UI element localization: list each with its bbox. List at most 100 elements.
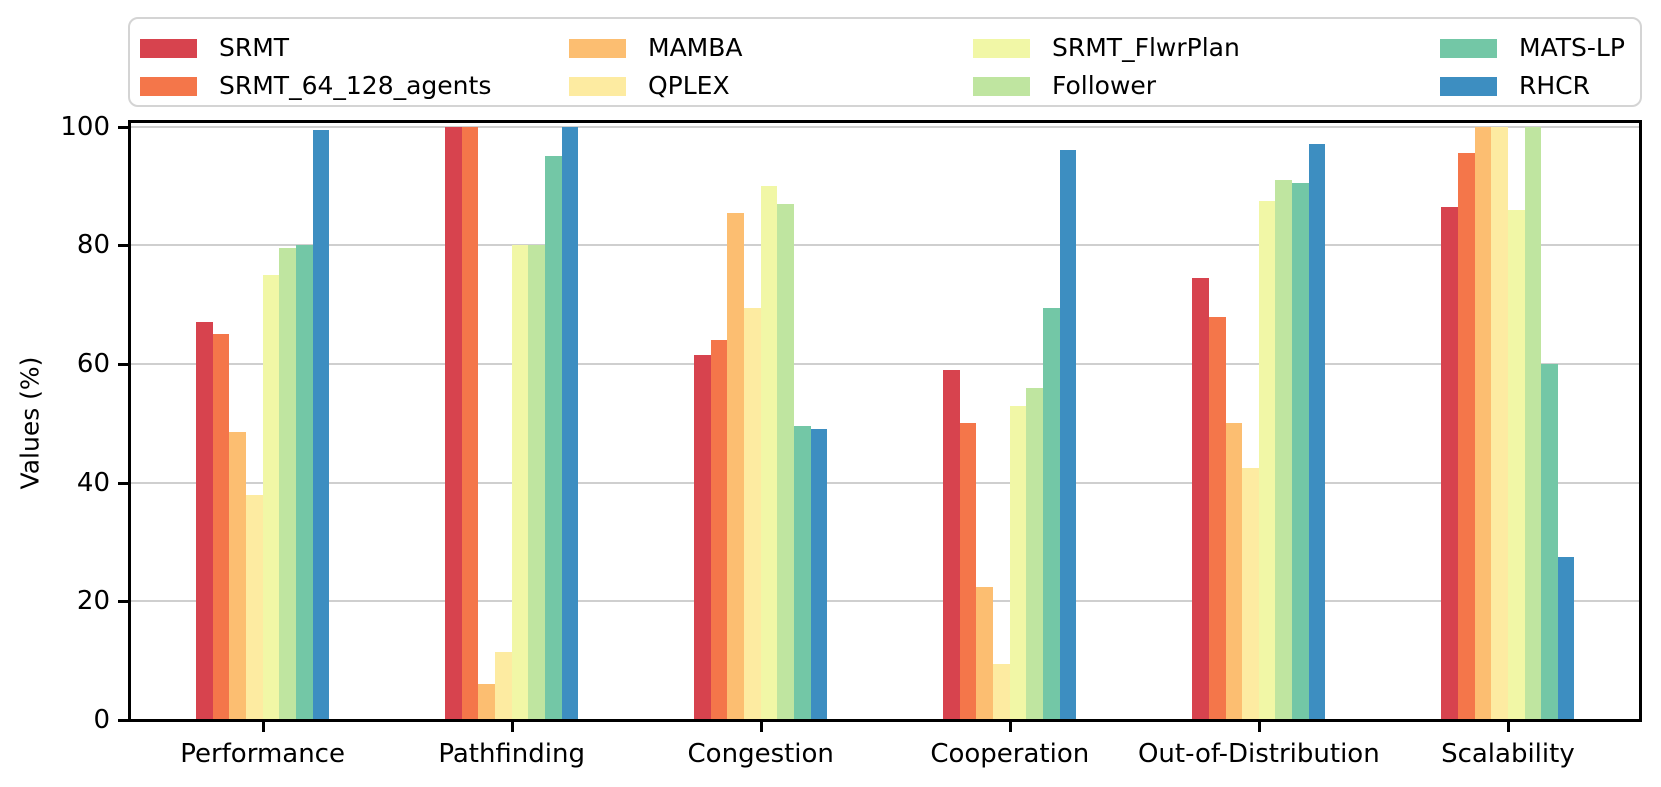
y-tick-mark-80 — [118, 244, 128, 248]
legend-label: SRMT — [219, 33, 290, 62]
bar-MATS-LP-Cooperation — [1043, 307, 1060, 720]
legend-swatch — [973, 76, 1030, 96]
bar-MAMBA-Out-of-Distribution — [1225, 423, 1243, 720]
bar-SRMT_FlwrPlan-Scalability — [1507, 209, 1525, 720]
x-tick-label-Out-of-Distribution: Out-of-Distribution — [1137, 739, 1380, 769]
legend-label: MATS-LP — [1519, 33, 1625, 62]
y-tick-label: 0 — [93, 705, 110, 735]
bar-SRMT_64_128_agents-Cooperation — [959, 423, 977, 720]
legend-swatch — [140, 38, 197, 58]
bar-MAMBA-Cooperation — [976, 586, 994, 720]
spine-bottom — [128, 719, 1642, 722]
legend-label: RHCR — [1519, 71, 1590, 100]
legend-item-Follower: Follower — [973, 72, 1156, 100]
bar-RHCR-Cooperation — [1059, 150, 1077, 720]
x-tick-mark — [759, 722, 763, 732]
legend-swatch — [1440, 76, 1497, 96]
legend-item-QPLEX: QPLEX — [569, 72, 730, 100]
bar-MAMBA-Performance — [229, 432, 246, 720]
gridline-40 — [131, 481, 1639, 484]
bar-MATS-LP-Out-of-Distribution — [1292, 183, 1309, 720]
legend-label: Follower — [1052, 71, 1157, 100]
y-tick-mark-60 — [118, 363, 128, 366]
gridline-100 — [131, 125, 1639, 128]
bar-SRMT_64_128_agents-Performance — [212, 334, 230, 720]
y-tick-label: 80 — [76, 230, 110, 261]
spine-top — [128, 120, 1642, 123]
bar-SRMT_64_128_agents-Scalability — [1457, 153, 1475, 720]
bar-SRMT_64_128_agents-Out-of-Distribution — [1208, 316, 1226, 720]
bar-RHCR-Performance — [312, 129, 330, 720]
bar-MATS-LP-Pathfinding — [544, 156, 562, 720]
plot-area — [128, 120, 1642, 722]
x-tick-label-Pathfinding: Pathfinding — [438, 739, 585, 769]
legend-label: SRMT_FlwrPlan — [1052, 33, 1240, 62]
legend-item-RHCR: RHCR — [1440, 72, 1590, 100]
bar-MAMBA-Congestion — [727, 212, 745, 720]
bar-Follower-Scalability — [1524, 126, 1542, 720]
bar-SRMT-Congestion — [694, 355, 711, 720]
bar-QPLEX-Performance — [245, 494, 263, 720]
legend-label: MAMBA — [648, 33, 743, 62]
x-tick-label-Scalability: Scalability — [1441, 739, 1575, 769]
bar-MATS-LP-Congestion — [794, 426, 811, 720]
bar-SRMT-Performance — [196, 322, 213, 720]
spine-right — [1639, 120, 1642, 722]
bar-SRMT-Pathfinding — [445, 126, 462, 720]
legend-item-MATS-LP: MATS-LP — [1440, 34, 1625, 62]
bar-QPLEX-Pathfinding — [495, 651, 512, 720]
legend-label: SRMT_64_128_agents — [219, 71, 492, 100]
bar-MAMBA-Pathfinding — [478, 684, 495, 720]
bar-QPLEX-Cooperation — [993, 663, 1010, 720]
legend-swatch — [1440, 38, 1497, 58]
gridline-60 — [131, 363, 1639, 365]
y-tick-label: 40 — [76, 467, 110, 498]
bar-Follower-Out-of-Distribution — [1275, 180, 1293, 720]
bar-RHCR-Congestion — [810, 429, 828, 720]
spine-left — [128, 120, 131, 722]
y-tick-mark-40 — [118, 481, 128, 485]
bar-SRMT_64_128_agents-Congestion — [710, 340, 728, 720]
bar-QPLEX-Congestion — [744, 307, 761, 720]
y-tick-label: 100 — [60, 111, 110, 142]
legend-swatch — [569, 76, 626, 96]
x-tick-mark — [261, 722, 265, 732]
bar-Follower-Congestion — [777, 203, 794, 720]
x-tick-label-Congestion: Congestion — [687, 739, 834, 769]
y-axis-label: Values (%) — [15, 356, 45, 490]
legend-item-SRMT_64_128_agents: SRMT_64_128_agents — [140, 72, 491, 100]
legend-item-SRMT_FlwrPlan: SRMT_FlwrPlan — [973, 34, 1240, 62]
gridline-20 — [131, 600, 1639, 603]
bar-SRMT_64_128_agents-Pathfinding — [461, 126, 479, 720]
x-tick-mark — [1257, 722, 1261, 732]
legend-swatch — [973, 38, 1030, 58]
bar-RHCR-Out-of-Distribution — [1308, 144, 1326, 720]
bar-SRMT_FlwrPlan-Cooperation — [1009, 405, 1027, 720]
y-tick-label: 20 — [76, 586, 110, 617]
y-tick-mark-20 — [118, 600, 128, 604]
bar-RHCR-Scalability — [1557, 556, 1575, 720]
bar-Follower-Pathfinding — [528, 245, 545, 720]
y-tick-label: 60 — [76, 349, 110, 379]
legend-swatch — [569, 38, 626, 58]
bar-SRMT_FlwrPlan-Out-of-Distribution — [1258, 200, 1276, 720]
bar-Follower-Cooperation — [1026, 387, 1044, 720]
x-tick-mark — [510, 722, 514, 732]
x-tick-label-Cooperation: Cooperation — [930, 739, 1090, 769]
legend-item-SRMT: SRMT — [140, 34, 289, 62]
bar-SRMT_FlwrPlan-Performance — [262, 275, 280, 720]
legend-swatch — [140, 76, 197, 96]
bar-QPLEX-Scalability — [1491, 126, 1508, 720]
x-tick-label-Performance: Performance — [180, 739, 345, 769]
bar-MAMBA-Scalability — [1474, 126, 1492, 720]
legend: SRMT SRMT_64_128_agents MAMBA QPLEX SRMT_Flw… — [128, 17, 1642, 107]
bar-SRMT-Out-of-Distribution — [1192, 277, 1209, 720]
bar-QPLEX-Out-of-Distribution — [1242, 467, 1259, 720]
x-tick-mark — [1506, 722, 1510, 732]
y-tick-mark-0 — [118, 719, 128, 722]
bar-MATS-LP-Scalability — [1541, 364, 1558, 720]
legend-item-MAMBA: MAMBA — [569, 34, 743, 62]
legend-label: QPLEX — [648, 71, 730, 100]
gridline-80 — [131, 244, 1639, 247]
